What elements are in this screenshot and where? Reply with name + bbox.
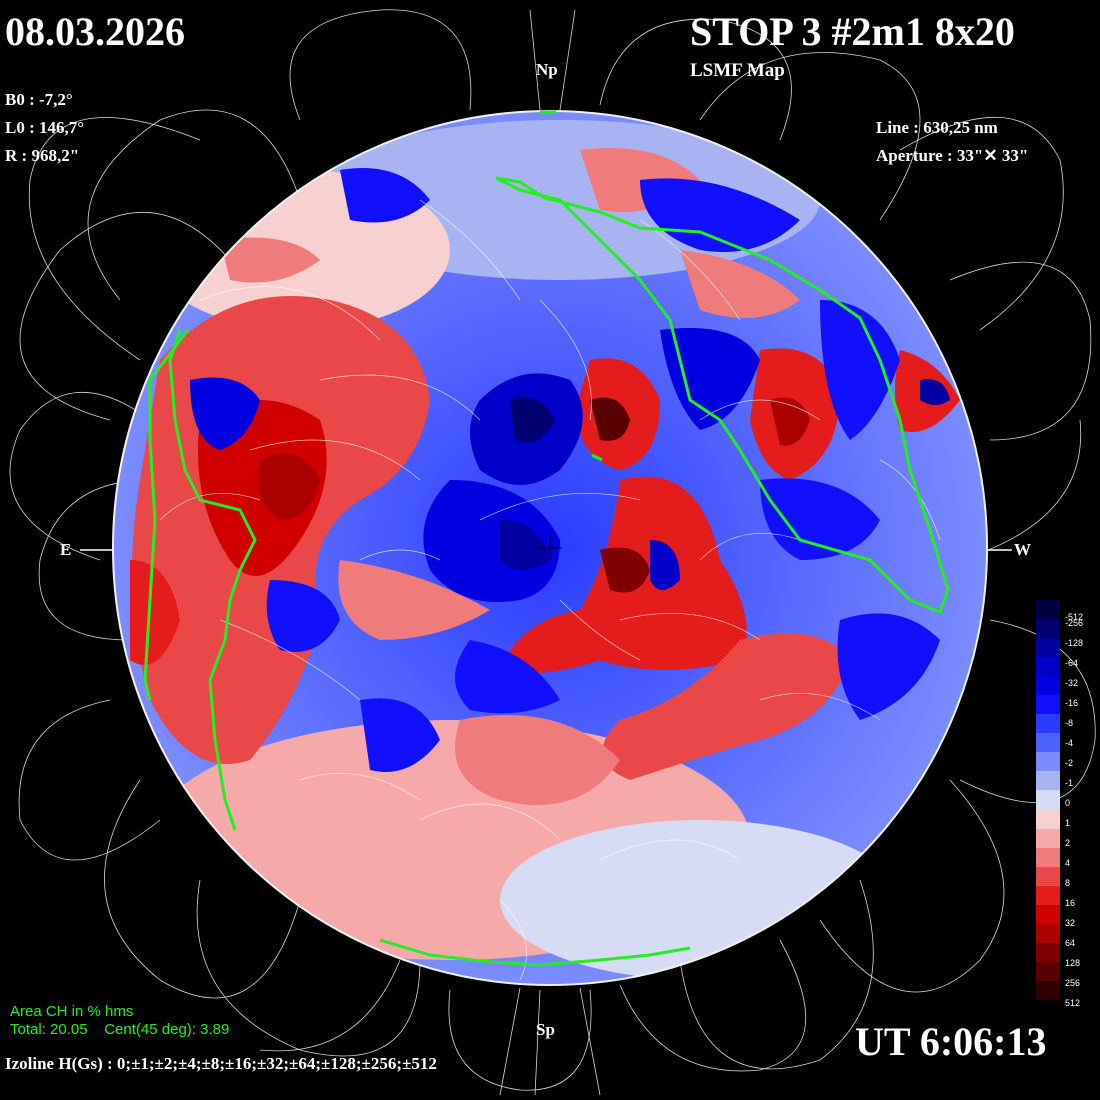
color-scale-label: 512 (1065, 998, 1081, 1008)
color-scale-label: 2 (1065, 838, 1071, 848)
b0-param: B0 : -7,2° (5, 90, 73, 109)
color-scale-segment (1036, 980, 1060, 1000)
east-label: E (60, 540, 72, 559)
color-scale-label: 32 (1065, 918, 1076, 928)
color-scale-label: 64 (1065, 938, 1076, 948)
area-ch-title: Area CH in % hms (10, 1003, 134, 1020)
color-scale-label: 0 (1065, 798, 1071, 808)
color-scale-label: -16 (1065, 698, 1079, 708)
color-scale-label: 4 (1065, 858, 1071, 868)
color-scale-label: -2 (1065, 758, 1074, 768)
color-scale-label: 16 (1065, 898, 1076, 908)
color-scale-label: 256 (1065, 978, 1081, 988)
color-scale-segment (1036, 714, 1060, 734)
color-scale-label: -256 (1065, 618, 1084, 628)
color-scale-label: -512 (1065, 612, 1084, 622)
color-scale-segment (1036, 866, 1060, 886)
color-scale-label: -64 (1065, 658, 1079, 668)
color-scale-segment (1036, 847, 1060, 867)
color-scale-segment (1036, 809, 1060, 829)
color-scale-segment (1036, 733, 1060, 753)
color-scale-segment (1036, 638, 1060, 658)
color-scale-label: 128 (1065, 958, 1081, 968)
coronal-hole-boundaries (143, 110, 950, 967)
radius-param: R : 968,2" (5, 146, 80, 165)
color-scale-segment (1036, 752, 1060, 772)
color-scale-segment (1036, 619, 1060, 639)
field-lines-outer (9, 9, 1096, 1096)
color-scale-label: -8 (1065, 718, 1074, 728)
color-scale-label: 1 (1065, 818, 1071, 828)
south-pole-label: Sp (536, 1020, 555, 1039)
observation-date: 08.03.2026 (5, 9, 185, 54)
color-scale-label: -1 (1065, 778, 1074, 788)
area-ch-total: Total: 20.05 Cent(45 deg): 3.89 (10, 1021, 230, 1038)
ut-time: UT 6:06:13 (855, 1019, 1047, 1064)
color-scale-label: -128 (1065, 638, 1084, 648)
color-scale-segment (1036, 961, 1060, 981)
color-scale-segment (1036, 923, 1060, 943)
map-title: STOP 3 #2m1 8x20 (690, 9, 1015, 54)
color-scale-segment (1036, 676, 1060, 696)
l0-param: L0 : 146,7° (5, 118, 85, 137)
color-scale-segment (1036, 828, 1060, 848)
color-scale-segment (1036, 771, 1060, 791)
color-scale-label: -4 (1065, 738, 1074, 748)
color-scale-segment (1036, 695, 1060, 715)
color-scale-segment (1036, 790, 1060, 810)
disk-center-marker (538, 536, 562, 560)
color-scale-bar (1036, 600, 1060, 1000)
color-scale-label: 8 (1065, 878, 1071, 888)
map-subtitle: LSMF Map (690, 60, 785, 81)
west-label: W (1014, 540, 1031, 559)
isoline-levels: Izoline H(Gs) : 0;±1;±2;±4;±8;±16;±32;±6… (5, 1054, 437, 1073)
color-scale-label: -32 (1065, 678, 1079, 688)
line-param: Line : 630,25 nm (876, 118, 998, 137)
color-scale-segment (1036, 942, 1060, 962)
color-scale-segment (1036, 600, 1060, 620)
color-scale-segment (1036, 904, 1060, 924)
color-scale-segment (1036, 657, 1060, 677)
color-scale-segment (1036, 885, 1060, 905)
aperture-param: Aperture : 33"✕ 33" (876, 146, 1029, 165)
north-pole-label: Np (536, 60, 558, 79)
field-lines-disk (159, 199, 941, 981)
